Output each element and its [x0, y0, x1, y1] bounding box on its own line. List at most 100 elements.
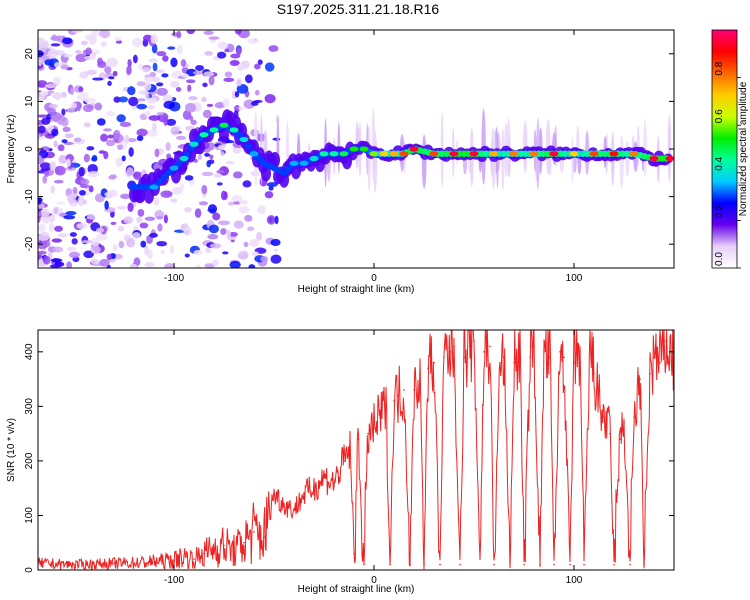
heatmap-noise-blob [136, 103, 148, 110]
heatmap-noise-blob [129, 263, 138, 268]
heatmap-noise-blob [84, 97, 96, 104]
heatmap-noise-blob [38, 59, 43, 67]
heatmap-noise-blob [211, 259, 219, 267]
snr-x-tick-label: 100 [566, 575, 583, 586]
heatmap-ridge-point [469, 151, 479, 157]
heatmap-noise-blob [90, 52, 97, 58]
heatmap-noise-blob [247, 226, 255, 231]
snr-point [283, 503, 285, 506]
heatmap-noise-blob [238, 206, 250, 214]
heatmap-noise-blob [194, 208, 202, 218]
heatmap-noise-blob [91, 237, 100, 247]
heatmap-noise-blob [136, 98, 146, 102]
heatmap-ridge-point [359, 146, 369, 152]
heatmap-noise-blob [156, 241, 168, 247]
heatmap-noise-blob [38, 231, 50, 242]
heatmap-noise-blob [68, 251, 80, 259]
snr-point [493, 563, 495, 566]
snr-point [323, 476, 325, 479]
heatmap-y-ticks: -20 -10 0 10 20 [24, 48, 674, 251]
heatmap-noise-blob [104, 192, 112, 197]
heatmap-noise-blob [217, 41, 229, 50]
heatmap-noise-blob [138, 90, 149, 95]
heatmap-noise-blob [109, 174, 117, 178]
heatmap-noise-blob [203, 71, 215, 77]
heatmap-noise-blob [222, 98, 230, 108]
heatmap-noise-blob [273, 248, 278, 252]
heatmap-noise-blob [214, 173, 219, 179]
heatmap-noise-blob [50, 112, 62, 122]
heatmap-noise-blob [204, 51, 214, 56]
heatmap-noise-blob [137, 209, 145, 217]
heatmap-noise-blob [184, 175, 194, 181]
heatmap-noise-blob [176, 44, 183, 55]
heatmap-noise-blob [49, 215, 54, 222]
snr-point [253, 531, 255, 533]
heatmap-noise-blob [38, 250, 47, 255]
heatmap-noise-blob [268, 185, 274, 191]
snr-point [533, 345, 535, 348]
heatmap-noise-blob [65, 158, 71, 167]
heatmap-noise-blob [123, 216, 134, 224]
heatmap-noise-blob [140, 240, 147, 248]
heatmap-ridge-point [189, 141, 199, 147]
snr-points [38, 340, 674, 566]
heatmap-noise-blob [183, 226, 193, 236]
heatmap-noise-blob [193, 249, 203, 256]
snr-point [143, 561, 145, 564]
heatmap-noise-blob [105, 111, 116, 117]
heatmap-noise-blob [202, 82, 208, 88]
heatmap-noise-blob [220, 228, 227, 236]
heatmap-noise-blob [72, 186, 78, 195]
heatmap-noise-blob [233, 220, 244, 229]
snr-point [633, 416, 635, 419]
heatmap-noise-blob [149, 71, 157, 78]
snr-point [499, 361, 501, 364]
heatmap-noise-blob [80, 178, 90, 185]
heatmap-noise-blob [184, 206, 192, 213]
snr-x-ticks: -100 0 100 [164, 330, 583, 586]
heatmap-noise-blob [38, 203, 46, 209]
heatmap-streak [667, 114, 672, 183]
heatmap-noise-blob [83, 122, 91, 128]
heatmap-noise-blob [227, 201, 235, 206]
heatmap-noise-blob [76, 223, 88, 230]
heatmap-noise-blob [264, 94, 276, 104]
heatmap-noise-blob [203, 30, 214, 35]
snr-x-tick-label: -100 [164, 575, 184, 586]
heatmap-noise-blob [60, 91, 67, 98]
heatmap-noise-blob [116, 114, 126, 123]
heatmap-noise-blob [112, 70, 118, 77]
heatmap-ridge-point [649, 155, 659, 162]
heatmap-noise-blob [187, 84, 192, 92]
heatmap-noise-blob [86, 213, 95, 220]
colorbar-tick-label: 0.4 [714, 156, 725, 170]
snr-point [539, 563, 541, 566]
heatmap-noise-blob [154, 148, 160, 158]
heatmap-noise-blob [142, 66, 151, 73]
heatmap-noise-blob [250, 100, 259, 106]
snr-point [453, 345, 455, 348]
heatmap-noise-blob [38, 154, 43, 163]
snr-point [183, 555, 185, 558]
heatmap-noise-blob [103, 151, 109, 160]
heatmap-noise-blob [75, 50, 82, 54]
heatmap-noise-blob [106, 57, 119, 68]
heatmap-ridge-cell [165, 169, 173, 176]
heatmap-noise-blob [66, 261, 73, 268]
heatmap-noise-blob [38, 125, 46, 134]
heatmap-x-tick-label: 100 [566, 273, 583, 284]
heatmap-noise-blob [207, 234, 219, 240]
heatmap-noise-blob [55, 201, 66, 205]
heatmap-noise-blob [65, 211, 77, 216]
heatmap-noise-blob [229, 261, 241, 268]
heatmap-noise-blob [48, 222, 54, 233]
heatmap-noise-blob [201, 96, 207, 103]
heatmap-noise-blob [257, 205, 267, 215]
heatmap-ridge-point [239, 136, 249, 143]
heatmap-noise-blob [99, 30, 111, 39]
snr-point [223, 544, 225, 547]
heatmap-noise-blob [76, 95, 87, 100]
heatmap-noise-blob [220, 190, 227, 201]
